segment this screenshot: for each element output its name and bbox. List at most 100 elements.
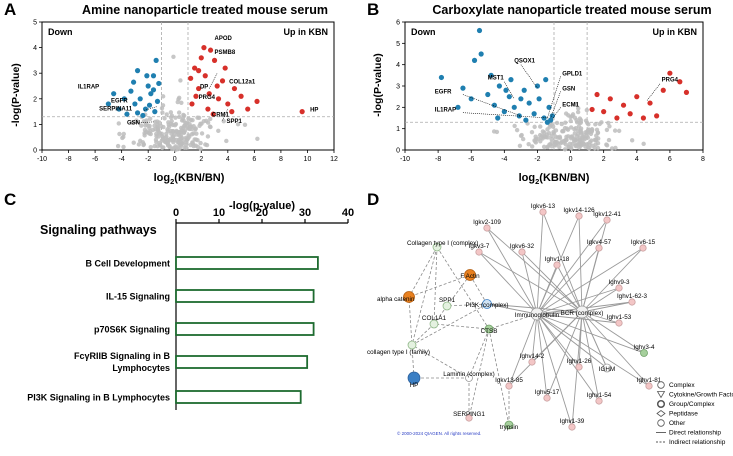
gene-label: PRG4 (199, 95, 216, 101)
x-tick-label: 6 (252, 156, 256, 163)
gene-label: EGFR (111, 99, 128, 105)
ns-point (587, 142, 592, 147)
ns-point (512, 123, 517, 129)
gene-label: EGFR (435, 89, 452, 95)
ns-point (162, 116, 167, 121)
ns-point (255, 136, 260, 141)
gene-label: PRG4 (662, 78, 679, 84)
down-point (491, 102, 497, 108)
up-point (589, 106, 595, 113)
ns-point (540, 129, 546, 134)
down-point (526, 100, 532, 106)
ns-point (543, 134, 549, 140)
chart-b-xlabel: log2(KBN/BN) (519, 172, 590, 186)
ns-point (564, 126, 570, 131)
ns-point (157, 120, 162, 125)
direct-edge (536, 313, 620, 324)
ns-point (186, 133, 191, 138)
direct-edge (536, 313, 580, 368)
bar (175, 256, 319, 270)
ns-point (148, 131, 153, 137)
up-point (299, 109, 305, 115)
down-point (134, 110, 141, 116)
ns-point (575, 109, 581, 115)
ns-point (554, 120, 560, 126)
direct-edge (536, 247, 644, 315)
legend-shape-peptidase (656, 410, 666, 417)
node-hp (407, 371, 421, 385)
node-label: BCR (complex) (561, 310, 604, 317)
node-immunoglobulin (530, 307, 544, 321)
node-label: F Actin (460, 273, 480, 280)
x-tick-label: 4 (226, 156, 230, 163)
ns-point (190, 117, 195, 123)
ns-point (187, 121, 192, 127)
node-label: COL1A1 (422, 315, 447, 322)
up-point (196, 68, 202, 74)
up-point (594, 91, 600, 98)
node-label: Igkv6-13 (531, 203, 556, 210)
ns-point (117, 131, 122, 137)
ns-point (570, 112, 576, 117)
direct-edge (536, 313, 573, 428)
ns-point (578, 128, 583, 133)
gene-label: APOD (215, 36, 233, 42)
indirect-edge (468, 328, 490, 419)
down-point (485, 91, 491, 98)
chart-b-title: Carboxylate nanoparticle treated mouse s… (432, 3, 711, 17)
direct-edge (536, 211, 544, 315)
down-point (478, 51, 484, 57)
up-point (211, 57, 218, 64)
node-ighv1-53 (615, 319, 623, 327)
direct-edge (486, 227, 583, 313)
chart-a-ylabel: -log(P-value) (10, 63, 22, 127)
down-point (150, 73, 157, 79)
ns-point (190, 140, 195, 146)
ns-point (592, 145, 597, 151)
down-point (111, 91, 117, 97)
x-tick-label: 2 (199, 156, 203, 163)
ns-point (205, 134, 211, 139)
direct-edge (536, 313, 608, 369)
gene-label: SERPINA11 (99, 106, 133, 112)
down-point (128, 88, 134, 94)
up-point (222, 65, 228, 71)
ns-point (562, 147, 568, 152)
node-bcr (575, 305, 589, 319)
direct-edge (581, 247, 644, 313)
x-tick-label: -2 (145, 156, 151, 163)
up-point (660, 87, 666, 93)
leader-line (552, 107, 561, 120)
ns-point (529, 144, 535, 149)
up-point (238, 93, 244, 99)
ns-point (147, 123, 152, 129)
indirect-edge (446, 303, 488, 307)
down-point (536, 96, 542, 102)
ns-point (581, 141, 586, 146)
ns-point (539, 135, 544, 140)
ns-point (593, 122, 598, 127)
down-point (132, 101, 138, 107)
ns-point (604, 142, 609, 147)
node-ighv1-39 (568, 423, 576, 431)
ns-point (517, 143, 523, 149)
ns-point (520, 136, 526, 142)
up-point (225, 101, 231, 107)
ns-point (609, 146, 615, 151)
ns-point (613, 145, 618, 151)
down-point (146, 102, 153, 108)
gene-label: ECM1 (562, 102, 579, 108)
ns-point (181, 113, 187, 118)
legend-label: Cytokine/Growth Factor (669, 392, 733, 399)
ns-point (171, 54, 176, 60)
panel-label-b: B (367, 0, 380, 19)
ns-point (557, 134, 562, 140)
ns-point (204, 118, 209, 123)
ns-point (545, 145, 550, 150)
ns-point (572, 131, 578, 136)
ns-point (564, 137, 569, 143)
ns-point (139, 123, 144, 128)
up-label: Up in KBN (284, 27, 329, 37)
panel-label-a: A (4, 0, 17, 19)
up-point (634, 94, 640, 100)
